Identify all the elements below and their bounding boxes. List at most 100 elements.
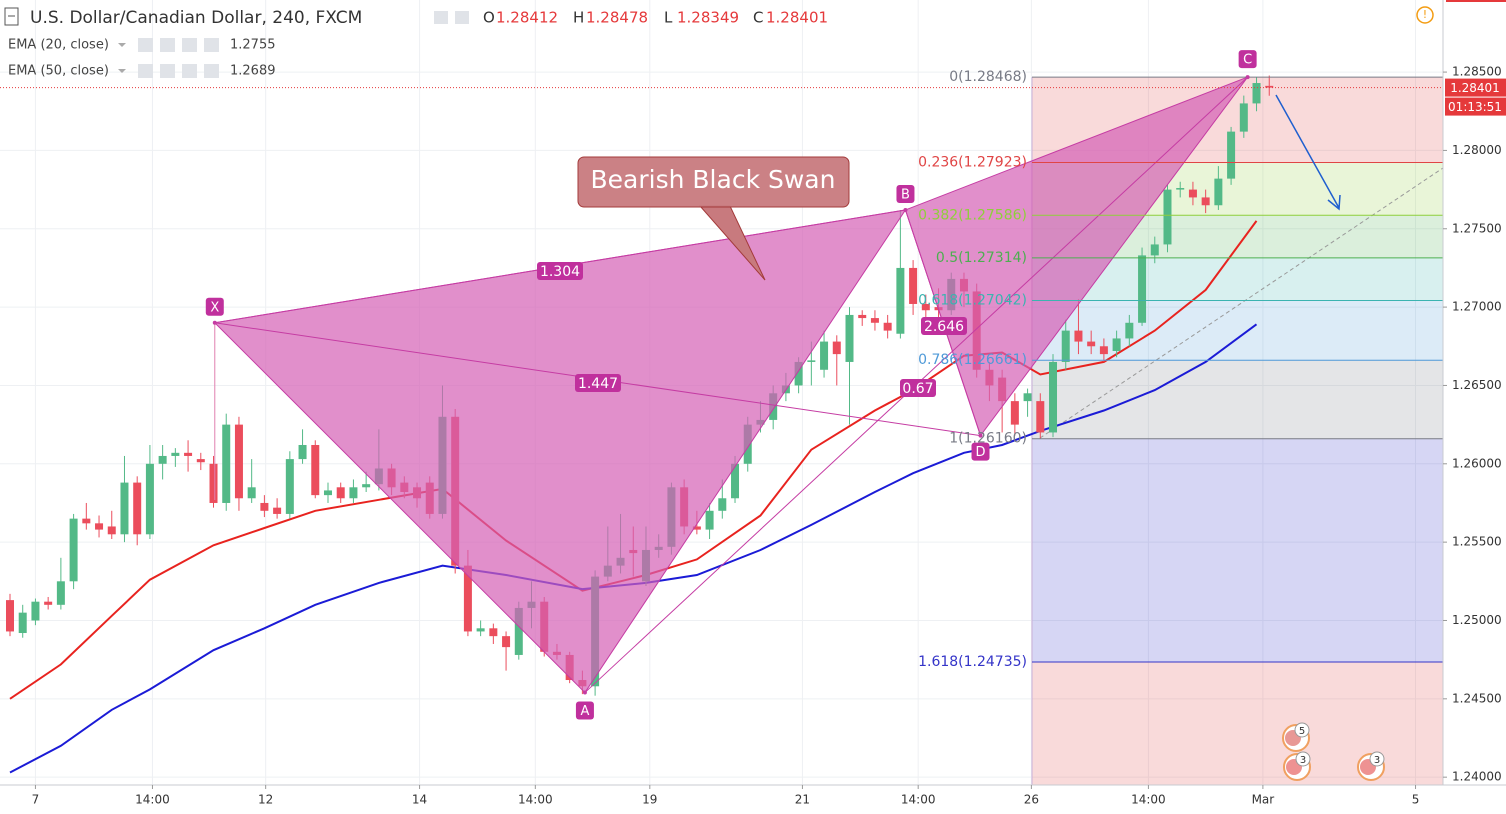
x-tick-label: 14:00 bbox=[901, 793, 936, 807]
forecast-arrowhead bbox=[1327, 194, 1341, 211]
candle-body bbox=[858, 314, 867, 319]
candle-body bbox=[1087, 341, 1096, 347]
legend-icon[interactable] bbox=[204, 38, 219, 52]
event-badge bbox=[1369, 751, 1385, 767]
countdown-label: 01:13:51 bbox=[1448, 100, 1502, 114]
callout-box bbox=[577, 156, 850, 208]
candle-body bbox=[705, 510, 714, 530]
candle-body bbox=[1239, 103, 1248, 132]
candle-body bbox=[718, 498, 727, 511]
candle-body bbox=[1112, 338, 1121, 351]
fib-zone bbox=[1032, 300, 1443, 361]
ohlc-key: L bbox=[664, 9, 673, 27]
candle-body bbox=[1125, 322, 1134, 339]
header-icon[interactable] bbox=[455, 11, 469, 24]
candle-body bbox=[463, 565, 472, 632]
ratio-box bbox=[921, 317, 967, 335]
candle-body bbox=[1201, 197, 1210, 206]
candle-body bbox=[349, 487, 358, 499]
candle-body bbox=[196, 459, 205, 463]
y-tick-label: 1.27000 bbox=[1452, 300, 1502, 314]
fib-label: 0.382(1.27586) bbox=[918, 207, 1027, 223]
candle-body bbox=[44, 601, 53, 605]
candle-body bbox=[1252, 83, 1261, 104]
candle-body bbox=[1074, 330, 1083, 342]
legend-value: 1.2755 bbox=[230, 38, 276, 53]
collapse-icon[interactable] bbox=[4, 7, 19, 26]
y-tick-label: 1.24500 bbox=[1452, 691, 1502, 705]
countdown-tag bbox=[1445, 97, 1506, 116]
legend-icon[interactable] bbox=[204, 64, 219, 78]
x-tick-label: 19 bbox=[642, 793, 657, 807]
point-label: A bbox=[580, 704, 589, 719]
ratio-label: 0.67 bbox=[902, 381, 933, 397]
candle-body bbox=[234, 424, 243, 499]
candle-body bbox=[883, 322, 892, 331]
price-tag bbox=[1445, 78, 1506, 97]
candle-body bbox=[184, 452, 193, 456]
legend-icon[interactable] bbox=[182, 38, 197, 52]
candle-body bbox=[1150, 244, 1159, 256]
fib-label: 1.618(1.24735) bbox=[918, 654, 1027, 670]
candle-body bbox=[247, 487, 256, 499]
legend-caret bbox=[118, 69, 126, 73]
point-box bbox=[575, 701, 594, 720]
fib-zone bbox=[1032, 438, 1443, 663]
candle-body bbox=[921, 303, 930, 311]
legend-icon[interactable] bbox=[160, 38, 175, 52]
alert-icon[interactable] bbox=[1416, 6, 1434, 24]
callout-text: Bearish Black Swan bbox=[591, 165, 836, 194]
x-tick-label: 7 bbox=[32, 793, 40, 807]
candle-body bbox=[323, 490, 332, 496]
symbol-title: U.S. Dollar/Canadian Dollar, 240, FXCM bbox=[30, 8, 362, 28]
y-tick-label: 1.26000 bbox=[1452, 456, 1502, 470]
ohlc-value: 1.28349 bbox=[677, 9, 739, 27]
x-tick-label: 21 bbox=[795, 793, 810, 807]
candle-body bbox=[1227, 131, 1236, 179]
event-badge bbox=[1295, 751, 1311, 767]
fib-label: 0.236(1.27923) bbox=[918, 154, 1027, 170]
candle-body bbox=[1061, 330, 1070, 362]
legend-icon[interactable] bbox=[182, 64, 197, 78]
x-tick-label: 14:00 bbox=[135, 793, 170, 807]
legend-icon[interactable] bbox=[138, 38, 153, 52]
candle-body bbox=[209, 463, 218, 503]
x-tick-label: 12 bbox=[258, 793, 273, 807]
candle-body bbox=[820, 341, 829, 370]
x-tick-label: 26 bbox=[1024, 793, 1039, 807]
candle-body bbox=[794, 361, 803, 386]
candle-body bbox=[1010, 401, 1019, 425]
ohlc-value: 1.28478 bbox=[586, 9, 648, 27]
event-count: 5 bbox=[1299, 726, 1305, 737]
y-tick-label: 1.24000 bbox=[1452, 770, 1502, 784]
forecast-arrow bbox=[1275, 94, 1340, 209]
candle-body bbox=[1023, 393, 1032, 402]
candle-body bbox=[1099, 346, 1108, 355]
candle-body bbox=[1265, 85, 1274, 88]
y-tick-label: 1.27500 bbox=[1452, 221, 1502, 235]
candle-body bbox=[171, 452, 180, 456]
y-tick-label: 1.28000 bbox=[1452, 143, 1502, 157]
point-box bbox=[205, 297, 224, 316]
candle-body bbox=[1163, 189, 1172, 245]
pattern-point bbox=[903, 207, 908, 212]
candle-body bbox=[120, 482, 129, 535]
legend-icon[interactable] bbox=[138, 64, 153, 78]
pattern-point bbox=[582, 690, 587, 695]
pattern-point bbox=[212, 320, 217, 325]
point-box bbox=[971, 442, 990, 461]
legend-icon[interactable] bbox=[160, 64, 175, 78]
ratio-box bbox=[537, 262, 583, 280]
candle-body bbox=[273, 507, 282, 514]
candle-body bbox=[896, 267, 905, 334]
candle-body bbox=[260, 502, 269, 511]
header-icon[interactable] bbox=[434, 11, 448, 24]
legend-name: EMA (20, close) bbox=[8, 38, 109, 53]
legend-value: 1.2689 bbox=[230, 64, 276, 79]
candle-body bbox=[1188, 189, 1197, 198]
candle-body bbox=[95, 523, 104, 530]
fib-zone bbox=[1032, 360, 1443, 439]
ohlc-value: 1.28412 bbox=[496, 9, 558, 27]
